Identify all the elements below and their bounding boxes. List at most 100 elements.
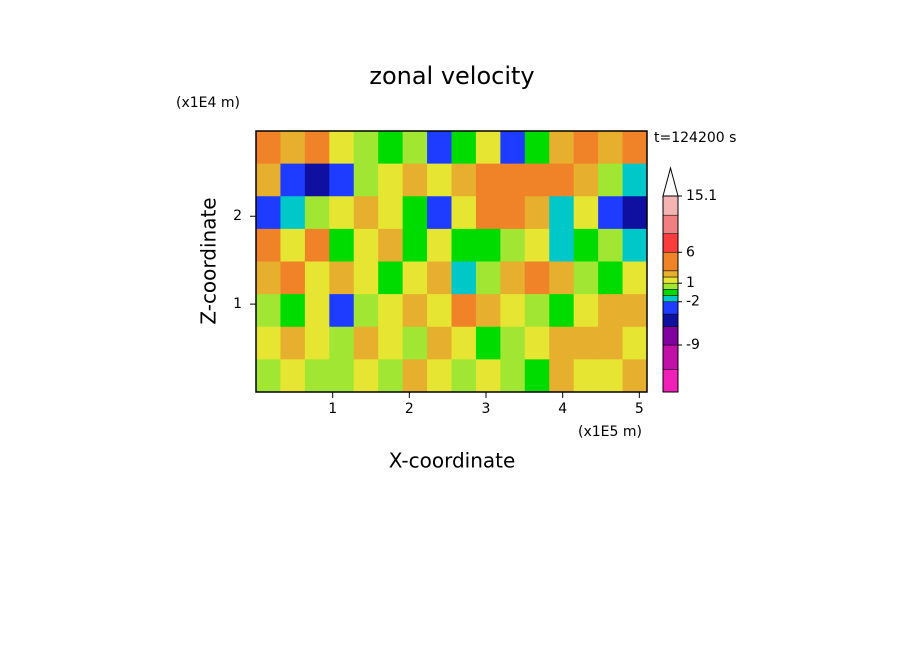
field-cell	[475, 294, 501, 328]
field-cell	[427, 326, 452, 360]
x-tick-label: 5	[635, 401, 644, 417]
field-cell	[378, 326, 404, 360]
field-cell	[524, 261, 550, 295]
colorbar-swatch	[662, 344, 679, 370]
field-cell	[622, 261, 648, 295]
field-cell	[280, 261, 306, 295]
x-tick-label: 4	[558, 401, 567, 417]
field-cell	[573, 228, 599, 262]
field-cell	[500, 294, 526, 328]
field-cell	[304, 228, 330, 262]
x-axis-label: X-coordinate	[389, 449, 516, 473]
field-cell	[622, 163, 648, 197]
field-cell	[256, 261, 281, 295]
field-cell	[256, 196, 281, 230]
colorbar-tick-label: -9	[686, 337, 700, 353]
colorbar-swatch	[662, 233, 679, 253]
field-cell	[256, 294, 281, 328]
field-cell	[353, 326, 379, 360]
colorbar-swatch	[662, 276, 679, 284]
field-cell	[256, 359, 281, 393]
field-cell	[304, 163, 330, 197]
field-cell	[451, 294, 477, 328]
x-tick-label: 1	[328, 401, 337, 417]
field-cell	[378, 131, 404, 165]
colorbar-swatch	[662, 252, 679, 272]
field-cell	[378, 359, 404, 393]
field-cell	[329, 163, 355, 197]
colorbar-swatch	[662, 270, 679, 278]
field-cell	[427, 196, 452, 230]
field-cell	[549, 326, 575, 360]
field-cell	[549, 261, 575, 295]
colorbar-swatch	[662, 289, 679, 296]
field-cell	[475, 326, 501, 360]
colorbar-swatch	[662, 295, 679, 302]
field-cell	[573, 131, 599, 165]
field-cell	[622, 359, 648, 393]
field-cell	[549, 131, 575, 165]
field-cell	[622, 131, 648, 165]
field-cell	[451, 359, 477, 393]
field-cell	[280, 163, 306, 197]
field-cell	[549, 196, 575, 230]
field-cell	[598, 228, 624, 262]
colorbar-tick-label: 15.1	[686, 188, 717, 204]
field-cell	[256, 326, 281, 360]
field-cell	[353, 228, 379, 262]
y-scale-label: (x1E4 m)	[176, 95, 240, 111]
field-cell	[475, 163, 501, 197]
colorbar-swatch	[662, 195, 679, 216]
field-cell	[500, 131, 526, 165]
field-cell	[280, 228, 306, 262]
field-cell	[598, 196, 624, 230]
field-cell	[598, 261, 624, 295]
field-cell	[402, 196, 428, 230]
field-cell	[524, 326, 550, 360]
field-cell	[427, 294, 452, 328]
field-cell	[280, 359, 306, 393]
field-cell	[329, 196, 355, 230]
field-cell	[280, 196, 306, 230]
field-cell	[598, 359, 624, 393]
field-cell	[378, 163, 404, 197]
field-cell	[256, 163, 281, 197]
field-cell	[329, 294, 355, 328]
field-cell	[475, 359, 501, 393]
field-cell	[451, 326, 477, 360]
field-cell	[475, 131, 501, 165]
field-cell	[451, 131, 477, 165]
field-cell	[353, 196, 379, 230]
field-cell	[451, 196, 477, 230]
field-cell	[598, 131, 624, 165]
field-cell	[256, 228, 281, 262]
colorbar-tick-label: -2	[686, 294, 700, 310]
field-cell	[549, 163, 575, 197]
field-cell	[329, 359, 355, 393]
field-cell	[329, 261, 355, 295]
field-cell	[280, 294, 306, 328]
field-cell	[524, 359, 550, 393]
field-cell	[598, 163, 624, 197]
field-cell	[622, 228, 648, 262]
y-tick-label: 2	[233, 208, 242, 224]
field-cell	[427, 131, 452, 165]
colorbar-swatch	[662, 214, 679, 234]
field-cell	[573, 261, 599, 295]
field-cell	[402, 261, 428, 295]
field-cell	[622, 294, 648, 328]
field-cell	[451, 261, 477, 295]
field-cell	[524, 228, 550, 262]
field-cell	[378, 196, 404, 230]
field-cell	[427, 359, 452, 393]
field-cell	[353, 261, 379, 295]
y-axis-label: Z-coordinate	[197, 197, 221, 324]
field-cell	[353, 163, 379, 197]
colorbar-swatch	[662, 313, 679, 327]
field-cell	[353, 294, 379, 328]
field-cell	[524, 196, 550, 230]
field-cell	[402, 131, 428, 165]
field-cell	[475, 261, 501, 295]
field-cell	[329, 131, 355, 165]
